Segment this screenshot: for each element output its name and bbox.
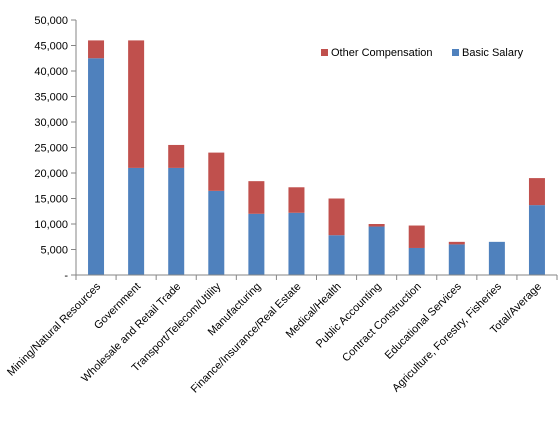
bar-basic-salary (328, 235, 345, 275)
x-category-label: Mining/Natural Resources (5, 280, 103, 378)
bar-other-compensation (88, 40, 105, 59)
y-tick-label: 20,000 (34, 168, 68, 180)
bar-basic-salary (168, 167, 185, 275)
y-tick-label: - (64, 270, 68, 282)
y-tick-label: 50,000 (34, 15, 68, 27)
y-tick-label: 25,000 (34, 143, 68, 155)
y-tick-label: 35,000 (34, 92, 68, 104)
bar-other-compensation (168, 144, 185, 168)
bar-basic-salary (368, 226, 385, 275)
bar-other-compensation (448, 241, 465, 245)
bar-basic-salary (488, 241, 505, 275)
legend-label: Other Compensation (331, 47, 433, 59)
y-tick-label: 5,000 (40, 245, 68, 257)
legend-swatch (321, 49, 328, 56)
bar-basic-salary (408, 247, 425, 275)
bar-other-compensation (208, 152, 225, 191)
y-tick-label: 40,000 (34, 66, 68, 78)
bars (88, 40, 545, 275)
legend-label: Basic Salary (462, 47, 524, 59)
legend: Other Compensation Basic Salary (321, 47, 524, 59)
y-axis: - 5,000 10,000 15,000 20,000 25,000 30,000 35,0… (34, 15, 77, 282)
x-category-label: Contract Construction (340, 281, 424, 365)
bar-basic-salary (128, 167, 145, 275)
bar-basic-salary (208, 190, 225, 275)
y-tick-label: 30,000 (34, 117, 68, 129)
bar-other-compensation (528, 178, 545, 206)
bar-basic-salary (88, 58, 105, 275)
y-tick-label: 45,000 (34, 41, 68, 53)
bar-other-compensation (248, 181, 265, 214)
y-tick-label: 15,000 (34, 194, 68, 206)
x-axis: Mining/Natural ResourcesGovernmentWholes… (5, 274, 558, 395)
bar-basic-salary (288, 212, 305, 275)
bar-basic-salary (448, 244, 465, 275)
bar-basic-salary (528, 205, 545, 275)
bar-other-compensation (288, 187, 305, 213)
bar-other-compensation (408, 225, 425, 248)
y-tick-label: 10,000 (34, 219, 68, 231)
bar-other-compensation (328, 198, 345, 236)
bar-other-compensation (128, 40, 145, 168)
x-category-label: Educational Services (383, 280, 464, 361)
bar-other-compensation (368, 224, 385, 227)
bar-basic-salary (248, 213, 265, 275)
legend-swatch (452, 49, 459, 56)
